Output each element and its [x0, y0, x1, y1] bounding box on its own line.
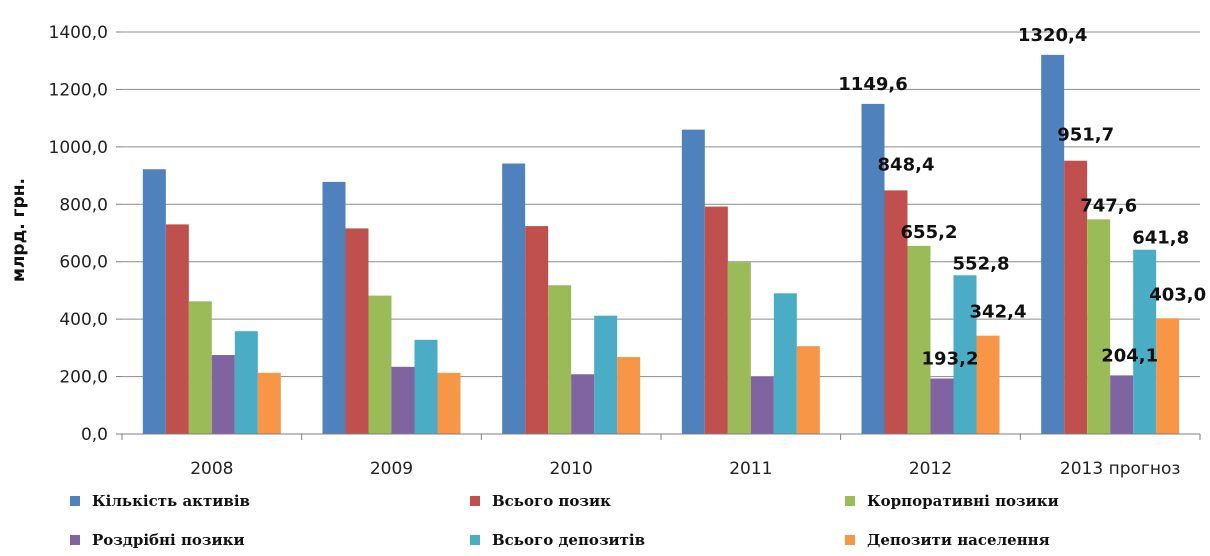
bar	[502, 164, 525, 434]
legend-swatch	[845, 535, 855, 545]
bar	[751, 377, 774, 434]
legend-label: Роздрібні позики	[92, 531, 245, 549]
bar	[235, 331, 258, 434]
bar	[571, 374, 594, 434]
data-label: 1320,4	[1018, 25, 1087, 46]
legend-label: Кількість активів	[92, 492, 250, 510]
x-tick-label: 2010	[550, 459, 593, 479]
x-axis-ticks: 2008 2009 2010 2011 2012 2013 прогноз	[122, 434, 1200, 479]
data-label: 193,2	[922, 349, 979, 370]
bar	[977, 336, 1000, 434]
y-axis-ticks: 0,0 200,0 400,0 600,0 800,0 1000,0 1200,0 1400,…	[49, 23, 122, 445]
y-tick-label: 1200,0	[49, 80, 108, 100]
bar	[346, 228, 369, 434]
legend-label: Всього депозитів	[492, 531, 645, 549]
legend: Кількість активів Всього позик Корпоративн…	[70, 492, 1059, 549]
bar	[189, 301, 212, 434]
bar	[438, 373, 461, 434]
gridlines	[122, 32, 1200, 377]
data-label: 951,7	[1057, 125, 1114, 146]
y-tick-label: 400,0	[59, 310, 108, 330]
legend-swatch	[70, 496, 80, 506]
data-label: 403,0	[1149, 284, 1206, 305]
bar	[525, 226, 548, 434]
bar	[797, 346, 820, 434]
legend-label: Всього позик	[492, 492, 611, 510]
bar	[392, 367, 415, 434]
legend-swatch	[470, 496, 480, 506]
x-tick-label: 2011	[729, 459, 772, 479]
bar	[258, 373, 281, 434]
y-axis-label: млрд. грн.	[9, 178, 29, 282]
y-tick-label: 0,0	[81, 425, 108, 445]
x-tick-label: 2009	[370, 459, 413, 479]
bar	[1110, 375, 1133, 434]
data-label: 655,2	[901, 222, 958, 243]
legend-swatch	[845, 496, 855, 506]
data-label: 1149,6	[838, 74, 907, 95]
x-tick-label: 2008	[190, 459, 233, 479]
legend-label: Корпоративні позики	[867, 492, 1059, 510]
x-tick-label: 2012	[909, 459, 952, 479]
bar	[908, 246, 931, 434]
data-label: 747,6	[1080, 195, 1137, 216]
legend-label: Депозити населення	[867, 531, 1050, 549]
y-tick-label: 200,0	[59, 368, 108, 388]
data-label: 641,8	[1132, 228, 1189, 249]
bars	[143, 55, 1179, 434]
bar	[705, 207, 728, 434]
bar	[415, 340, 438, 434]
x-tick-label: 2013 прогноз	[1060, 459, 1180, 479]
bar	[212, 355, 235, 434]
y-tick-label: 600,0	[59, 253, 108, 273]
bar	[369, 296, 392, 434]
bar	[728, 262, 751, 434]
y-tick-label: 1400,0	[49, 23, 108, 43]
data-label: 848,4	[878, 154, 935, 175]
data-label: 342,4	[970, 302, 1027, 323]
y-tick-label: 800,0	[59, 195, 108, 215]
bar	[1133, 250, 1156, 434]
bar	[1156, 318, 1179, 434]
bar	[682, 130, 705, 434]
bar	[548, 285, 571, 434]
y-tick-label: 1000,0	[49, 138, 108, 158]
bar	[1087, 219, 1110, 434]
bar	[166, 224, 189, 434]
bar	[931, 379, 954, 434]
legend-swatch	[70, 535, 80, 545]
data-label: 204,1	[1101, 345, 1158, 366]
bar	[143, 169, 166, 434]
legend-swatch	[470, 535, 480, 545]
bar	[617, 357, 640, 434]
data-label: 552,8	[953, 253, 1010, 274]
bar	[594, 316, 617, 434]
bar	[323, 182, 346, 434]
bar	[1041, 55, 1064, 434]
bar	[774, 293, 797, 434]
